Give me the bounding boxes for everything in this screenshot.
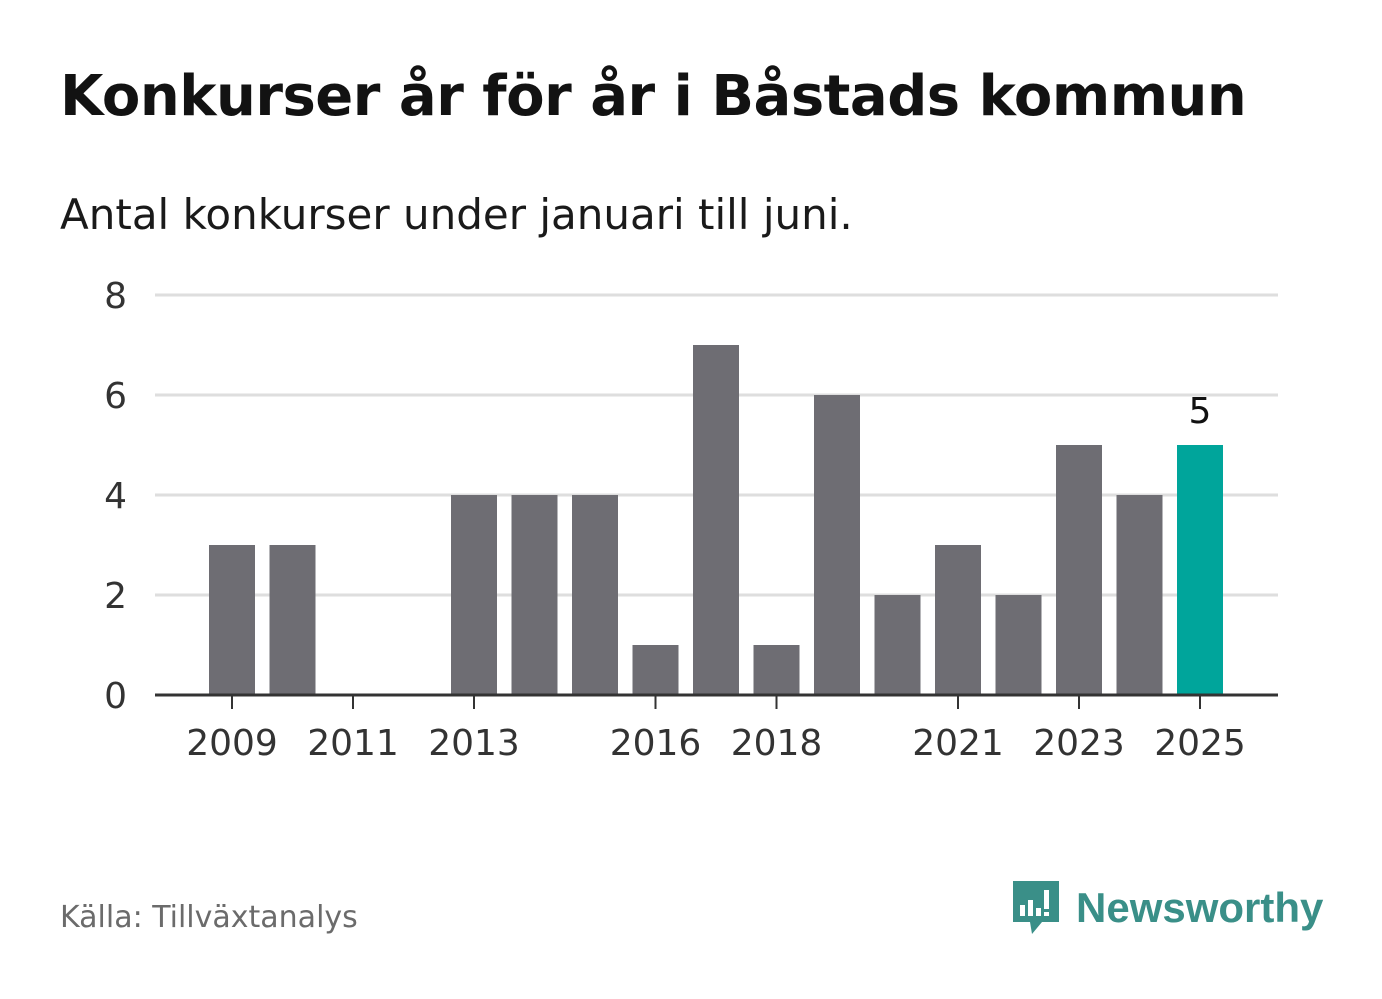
bar-2009 — [209, 545, 255, 695]
bar-2013 — [451, 495, 497, 695]
data-label-2025: 5 — [1189, 391, 1212, 432]
y-tick-label-6: 6 — [104, 376, 127, 417]
x-tick-label-2009: 2009 — [186, 723, 278, 764]
bar-2025 — [1177, 445, 1223, 695]
x-tick-label-2021: 2021 — [912, 723, 1004, 764]
chart-subtitle: Antal konkurser under januari till juni. — [60, 190, 853, 239]
y-tick-label-4: 4 — [104, 476, 127, 517]
y-tick-label-8: 8 — [104, 276, 127, 317]
bar-2015 — [572, 495, 618, 695]
x-tick-label-2025: 2025 — [1154, 723, 1246, 764]
x-tick-label-2023: 2023 — [1033, 723, 1125, 764]
bar-2020 — [874, 595, 921, 695]
bar-2014 — [511, 495, 558, 695]
bar-2019 — [814, 395, 860, 695]
brand-name: Newsworthy — [1076, 884, 1324, 931]
x-tick-label-2013: 2013 — [428, 723, 520, 764]
chart-title: Konkurser år för år i Båstads kommun — [60, 64, 1247, 129]
bar-2010 — [269, 545, 316, 695]
bar-2017 — [693, 345, 739, 695]
x-tick-label-2011: 2011 — [307, 723, 399, 764]
x-axis: 2009 2011 2013 2016 2018 2021 2023 2025 — [155, 693, 1278, 764]
source-note: Källa: Tillväxtanalys — [60, 900, 358, 935]
brand-logo: Newsworthy — [1010, 878, 1323, 938]
x-tick-label-2018: 2018 — [731, 723, 823, 764]
newsworthy-logo-icon — [1013, 881, 1059, 934]
bars — [209, 345, 1223, 695]
y-tick-label-0: 0 — [104, 676, 127, 717]
bar-2024 — [1116, 495, 1163, 695]
bar-2021 — [935, 545, 981, 695]
y-axis-labels: 0 2 4 6 8 — [104, 276, 127, 717]
bar-2022 — [995, 595, 1042, 695]
bar-2023 — [1056, 445, 1102, 695]
bar-2016 — [632, 645, 679, 695]
annotations: 5 — [1189, 391, 1212, 432]
y-tick-label-2: 2 — [104, 576, 127, 617]
x-tick-label-2016: 2016 — [610, 723, 702, 764]
bar-2018 — [753, 645, 800, 695]
